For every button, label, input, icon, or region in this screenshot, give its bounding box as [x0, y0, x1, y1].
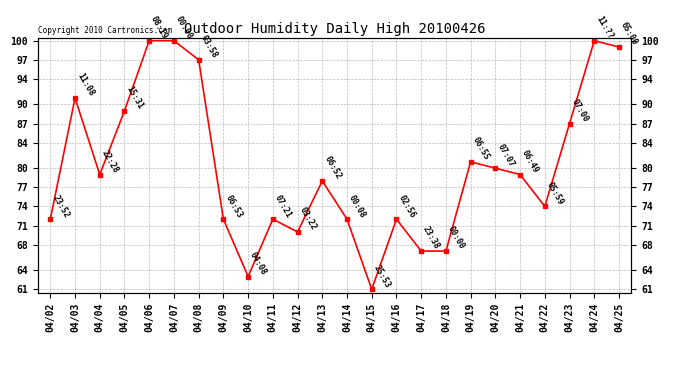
Text: 23:52: 23:52	[50, 193, 70, 219]
Text: 03:58: 03:58	[199, 34, 219, 60]
Text: 00:00: 00:00	[174, 15, 194, 41]
Text: 65:00: 65:00	[619, 21, 639, 47]
Text: 23:38: 23:38	[421, 225, 442, 251]
Text: 11:??: 11:??	[594, 15, 615, 41]
Text: 08:19: 08:19	[149, 15, 170, 41]
Text: 11:08: 11:08	[75, 72, 95, 98]
Text: 15:31: 15:31	[124, 85, 145, 111]
Text: 06:55: 06:55	[471, 136, 491, 162]
Text: 07:07: 07:07	[495, 142, 515, 168]
Text: 02:56: 02:56	[397, 193, 417, 219]
Text: 06:52: 06:52	[322, 155, 342, 181]
Text: 07:00: 07:00	[569, 98, 590, 124]
Text: 22:28: 22:28	[100, 148, 120, 175]
Text: 00:08: 00:08	[347, 193, 367, 219]
Text: Copyright 2010 Cartronics.com: Copyright 2010 Cartronics.com	[38, 26, 172, 35]
Title: Outdoor Humidity Daily High 20100426: Outdoor Humidity Daily High 20100426	[184, 22, 485, 36]
Text: 00:00: 00:00	[446, 225, 466, 251]
Text: 05:59: 05:59	[545, 180, 565, 207]
Text: 06:49: 06:49	[520, 148, 540, 175]
Text: 04:08: 04:08	[248, 251, 268, 277]
Text: 06:53: 06:53	[224, 193, 244, 219]
Text: 07:21: 07:21	[273, 193, 293, 219]
Text: 25:53: 25:53	[372, 263, 392, 290]
Text: 03:22: 03:22	[297, 206, 318, 232]
